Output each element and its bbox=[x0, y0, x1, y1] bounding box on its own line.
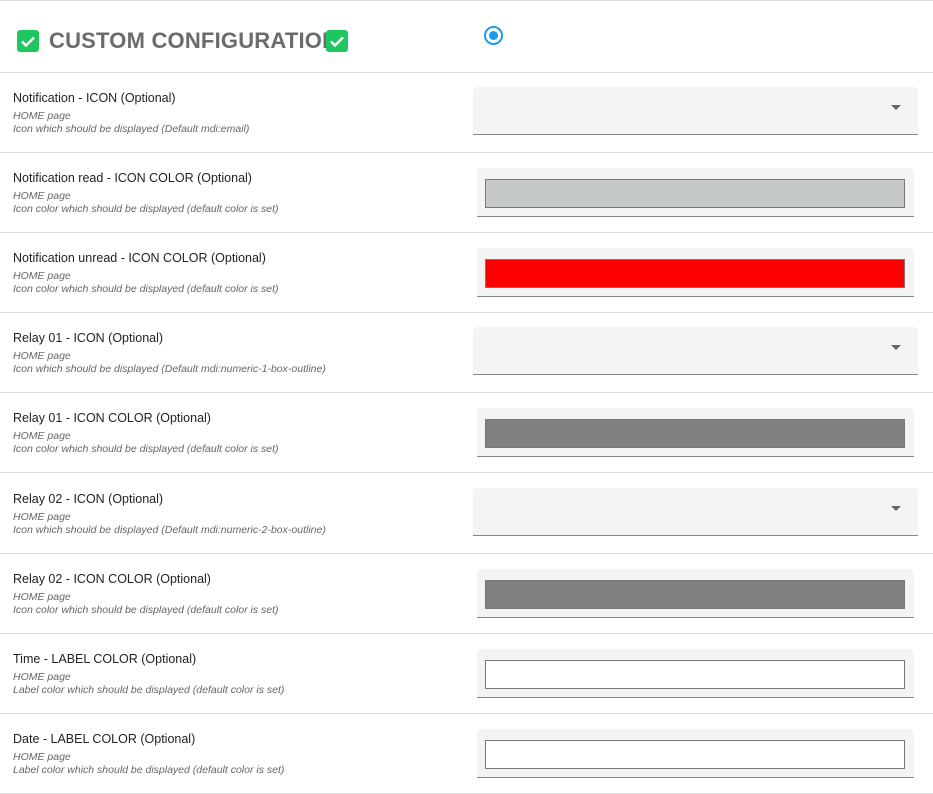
field-description: Icon which should be displayed (Default … bbox=[13, 123, 250, 135]
config-row: Relay 01 - ICON (Optional) HOME page Icon… bbox=[0, 313, 933, 394]
field-label: Relay 01 - ICON COLOR (Optional) bbox=[13, 411, 211, 426]
color-swatch[interactable] bbox=[485, 179, 905, 209]
field-label: Relay 01 - ICON (Optional) bbox=[13, 331, 164, 346]
field-description: Label color which should be displayed (d… bbox=[13, 763, 285, 776]
field-description: Icon which should be displayed (Default … bbox=[13, 523, 326, 536]
config-row: Date - LABEL COLOR (Optional) HOME page L… bbox=[0, 714, 933, 794]
checkmark-icon bbox=[17, 30, 39, 52]
field-label: Notification read - ICON COLOR (Optional… bbox=[13, 171, 252, 186]
field-description: Icon color which should be displayed (de… bbox=[13, 203, 279, 216]
enable-radio[interactable] bbox=[484, 26, 503, 45]
color-swatch[interactable] bbox=[485, 419, 905, 449]
field-page: HOME page bbox=[13, 110, 71, 122]
field-page: HOME page bbox=[13, 350, 71, 363]
color-picker-field[interactable] bbox=[477, 728, 914, 778]
field-label: Time - LABEL COLOR (Optional) bbox=[13, 651, 197, 666]
field-label: Notification - ICON (Optional) bbox=[13, 91, 176, 105]
config-row: Relay 02 - ICON (Optional) HOME page Icon… bbox=[0, 474, 933, 554]
config-row: Time - LABEL COLOR (Optional) HOME page L… bbox=[0, 634, 933, 714]
icon-select[interactable] bbox=[473, 327, 918, 376]
icon-select[interactable] bbox=[473, 487, 918, 536]
field-page: HOME page bbox=[13, 430, 71, 443]
top-divider bbox=[0, 0, 933, 1]
config-row: Relay 01 - ICON COLOR (Optional) HOME pa… bbox=[0, 393, 933, 474]
checkmark-icon bbox=[326, 30, 348, 52]
color-picker-field[interactable] bbox=[477, 248, 914, 298]
config-row: Notification - ICON (Optional) HOME page… bbox=[0, 73, 933, 153]
field-label: Relay 02 - ICON COLOR (Optional) bbox=[13, 571, 211, 586]
color-swatch[interactable] bbox=[485, 739, 905, 769]
color-swatch[interactable] bbox=[485, 259, 905, 289]
config-row: Relay 02 - ICON COLOR (Optional) HOME pa… bbox=[0, 554, 933, 634]
field-label: Date - LABEL COLOR (Optional) bbox=[13, 731, 196, 746]
field-description: Icon color which should be displayed (de… bbox=[13, 283, 279, 296]
section-title: CUSTOM CONFIGURATION bbox=[49, 28, 339, 53]
section-header: CUSTOM CONFIGURATION bbox=[0, 1, 933, 73]
field-label: Relay 02 - ICON (Optional) bbox=[13, 491, 164, 506]
field-page: HOME page bbox=[13, 590, 71, 603]
field-page: HOME page bbox=[13, 270, 71, 283]
field-description: Icon color which should be displayed (de… bbox=[13, 603, 279, 616]
color-picker-field[interactable] bbox=[477, 568, 914, 618]
field-page: HOME page bbox=[13, 670, 71, 683]
field-page: HOME page bbox=[13, 510, 71, 523]
config-row: Notification read - ICON COLOR (Optional… bbox=[0, 153, 933, 234]
dropdown-arrow-icon bbox=[891, 505, 901, 511]
field-page: HOME page bbox=[13, 750, 71, 763]
config-row: Notification unread - ICON COLOR (Option… bbox=[0, 233, 933, 314]
field-description: Icon color which should be displayed (de… bbox=[13, 443, 279, 456]
dropdown-arrow-icon bbox=[891, 345, 901, 351]
color-picker-field[interactable] bbox=[477, 648, 914, 698]
color-picker-field[interactable] bbox=[477, 168, 914, 218]
dropdown-arrow-icon bbox=[891, 105, 901, 110]
field-description: Icon which should be displayed (Default … bbox=[13, 363, 326, 376]
icon-select[interactable] bbox=[473, 87, 918, 135]
field-label: Notification unread - ICON COLOR (Option… bbox=[13, 251, 266, 266]
field-description: Label color which should be displayed (d… bbox=[13, 683, 285, 696]
color-picker-field[interactable] bbox=[477, 408, 914, 458]
color-swatch[interactable] bbox=[485, 659, 905, 689]
field-page: HOME page bbox=[13, 190, 71, 203]
color-swatch[interactable] bbox=[485, 579, 905, 609]
